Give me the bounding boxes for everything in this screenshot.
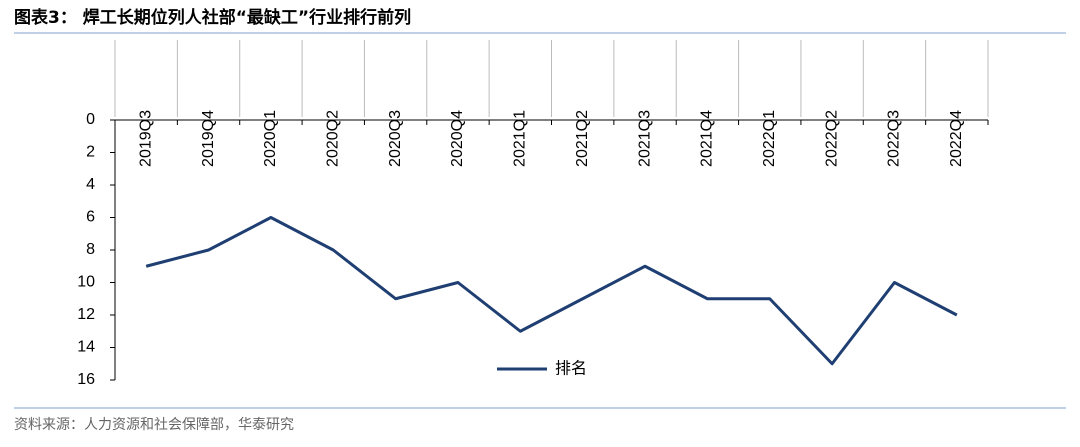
- x-tick-label: 2022Q2: [823, 110, 840, 167]
- x-tick-label: 2022Q1: [761, 110, 778, 167]
- x-tick-label: 2021Q2: [574, 110, 591, 167]
- y-tick-label: 8: [86, 241, 95, 258]
- y-tick-label: 0: [86, 111, 95, 128]
- x-tick-label: 2022Q3: [886, 110, 903, 167]
- x-tick-label: 2020Q4: [449, 110, 466, 167]
- chart-title: 图表3： 焊工长期位列人社部“最缺工”行业排行前列: [14, 7, 411, 28]
- x-tick-label: 2021Q4: [699, 110, 716, 167]
- legend-label: 排名: [555, 359, 587, 378]
- x-tick-label: 2019Q4: [200, 110, 217, 167]
- y-tick-label: 4: [86, 176, 95, 193]
- y-tick-label: 6: [86, 209, 95, 226]
- x-tick-label: 2021Q3: [636, 110, 653, 167]
- x-tick-label: 2020Q2: [324, 110, 341, 167]
- source: 资料来源：人力资源和社会保障部，华泰研究: [14, 417, 294, 433]
- y-tick-label: 16: [77, 371, 95, 388]
- y-tick-label: 2: [86, 144, 95, 161]
- line-series: [145, 216, 958, 366]
- y-tick-label: 14: [77, 339, 95, 356]
- x-tick-label: 2021Q1: [512, 110, 529, 167]
- x-tick-label: 2020Q3: [387, 110, 404, 167]
- y-tick-label: 10: [77, 274, 95, 291]
- x-tick-label: 2022Q4: [948, 110, 965, 167]
- x-tick-label: 2020Q1: [262, 110, 279, 167]
- x-tick-label: 2019Q3: [137, 110, 154, 167]
- y-tick-label: 12: [77, 306, 95, 323]
